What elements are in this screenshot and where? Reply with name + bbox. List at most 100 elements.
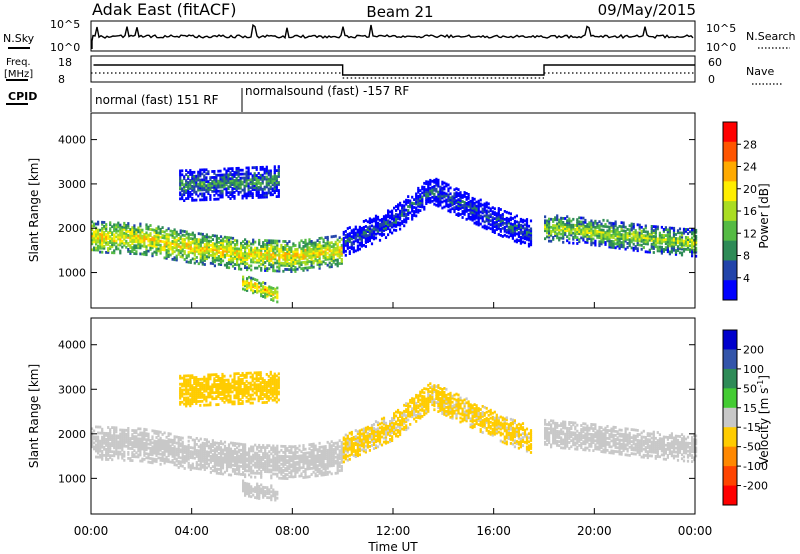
heatmap-cell	[105, 444, 108, 447]
heatmap-cell	[296, 460, 299, 464]
heatmap-cell	[187, 171, 190, 174]
heatmap-cell	[229, 461, 233, 465]
heatmap-cell	[207, 247, 210, 251]
heatmap-cell	[336, 242, 339, 246]
heatmap-cell	[465, 217, 468, 221]
heatmap-cell	[298, 259, 301, 263]
heatmap-cell	[145, 428, 148, 432]
heatmap-cell	[105, 223, 108, 226]
heatmap-cell	[135, 451, 138, 455]
heatmap-cell	[592, 229, 595, 233]
heatmap-cell	[342, 238, 345, 242]
heatmap-cell	[221, 175, 224, 179]
heatmap-cell	[257, 194, 260, 197]
heatmap-cell	[330, 241, 333, 245]
heatmap-cell	[624, 237, 627, 241]
heatmap-cell	[171, 234, 174, 237]
heatmap-cell	[269, 193, 272, 197]
heatmap-cell	[135, 441, 138, 445]
heatmap-cell	[262, 456, 265, 459]
heatmap-cell	[282, 255, 285, 259]
heatmap-cell	[133, 455, 136, 459]
heatmap-cell	[314, 247, 317, 251]
heatmap-cell	[211, 244, 214, 247]
heatmap-cell	[205, 178, 208, 182]
heatmap-cell	[197, 463, 200, 467]
heatmap-cell	[270, 464, 273, 468]
heatmap-cell	[219, 179, 222, 183]
heatmap-cell	[173, 258, 176, 262]
heatmap-cell	[463, 209, 466, 212]
heatmap-cell	[137, 445, 140, 449]
heatmap-cell	[193, 178, 196, 182]
heatmap-cell	[618, 233, 621, 236]
heatmap-cell	[201, 463, 204, 467]
heatmap-cell	[229, 181, 232, 185]
heatmap-cell	[211, 469, 214, 472]
heatmap-cell	[243, 178, 246, 182]
heatmap-cell	[306, 246, 309, 250]
heatmap-cell	[217, 462, 220, 465]
heatmap-cell	[513, 233, 516, 237]
heatmap-cell	[578, 224, 581, 228]
heatmap-cell	[205, 172, 208, 176]
heatmap-cell	[304, 471, 307, 475]
heatmap-cell	[652, 229, 655, 232]
heatmap-cell	[350, 235, 353, 239]
heatmap-cell	[481, 217, 484, 221]
heatmap-cell	[352, 242, 355, 246]
heatmap-cell	[177, 450, 180, 453]
heatmap-cell	[403, 224, 406, 228]
heatmap-cell	[360, 242, 363, 246]
heatmap-cell	[227, 459, 231, 463]
heatmap-cell	[187, 463, 190, 467]
heatmap-cell	[193, 233, 196, 237]
heatmap-cell	[173, 232, 176, 236]
heatmap-cell	[183, 230, 186, 233]
heatmap-cell	[525, 222, 529, 225]
heatmap-cell	[127, 437, 130, 440]
heatmap-cell	[169, 460, 172, 464]
heatmap-cell	[173, 242, 176, 246]
heatmap-cell	[417, 202, 420, 206]
heatmap-cell	[239, 186, 242, 190]
heatmap-cell	[197, 170, 200, 174]
heatmap-cell	[229, 254, 233, 258]
heatmap-cell	[340, 252, 343, 255]
heatmap-cell	[147, 235, 150, 239]
heatmap-cell	[266, 458, 269, 462]
heatmap-cell	[205, 168, 208, 172]
heatmap-cell	[501, 217, 504, 220]
heatmap-cell	[201, 182, 204, 186]
heatmap-cell	[266, 253, 269, 256]
heatmap-cell	[288, 463, 291, 467]
heatmap-cell	[286, 250, 289, 253]
heatmap-cell	[306, 461, 309, 465]
heatmap-cell	[167, 450, 170, 454]
heatmap-cell	[628, 234, 631, 238]
heatmap-cell	[374, 214, 378, 218]
heatmap-cell	[646, 230, 649, 234]
heatmap-cell	[215, 441, 218, 445]
heatmap-cell	[274, 245, 277, 249]
heatmap-cell	[221, 239, 225, 243]
heatmap-cell	[181, 458, 184, 462]
heatmap-cell	[473, 209, 476, 213]
heatmap-cell	[668, 226, 671, 230]
heatmap-cell	[125, 434, 128, 438]
heatmap-cell	[284, 451, 287, 454]
heatmap-cell	[235, 185, 238, 188]
heatmap-cell	[364, 231, 367, 234]
heatmap-cell	[290, 447, 293, 451]
heatmap-cell	[264, 470, 267, 473]
heatmap-cell	[556, 228, 559, 232]
heatmap-cell	[199, 451, 202, 455]
heatmap-cell	[251, 188, 254, 192]
heatmap-cell	[284, 262, 287, 265]
heatmap-cell	[171, 236, 174, 239]
heatmap-cell	[266, 462, 269, 466]
heatmap-cell	[265, 185, 268, 189]
heatmap-cell	[360, 238, 363, 242]
heatmap-cell	[246, 246, 249, 250]
heatmap-cell	[265, 175, 268, 179]
